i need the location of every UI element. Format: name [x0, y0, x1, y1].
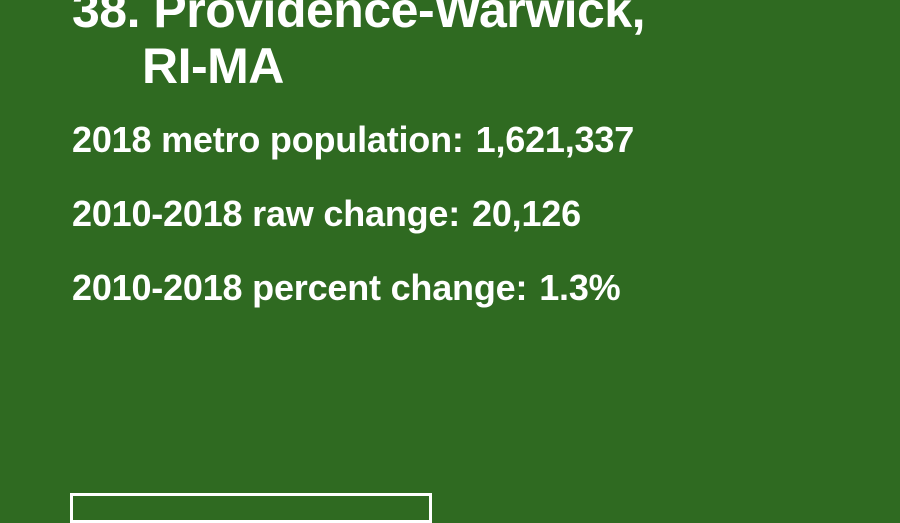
outlined-box: [70, 493, 432, 523]
metro-title-line1: 38. Providence-Warwick,: [72, 0, 646, 38]
stat-label: 2010-2018 raw change:: [72, 193, 461, 234]
stat-value: 20,126: [472, 193, 581, 234]
stats-list: 2018 metro population: 1,621,337 2010-201…: [72, 118, 634, 340]
stat-raw-change: 2010-2018 raw change: 20,126: [72, 192, 634, 266]
metro-title-line2: RI-MA: [142, 38, 284, 94]
stat-population: 2018 metro population: 1,621,337: [72, 118, 634, 192]
metro-title: 38. Providence-Warwick, RI-MA: [72, 0, 646, 94]
stat-label: 2018 metro population:: [72, 119, 464, 160]
stat-percent-change: 2010-2018 percent change: 1.3%: [72, 266, 634, 340]
stat-value: 1,621,337: [475, 119, 635, 160]
stat-value: 1.3%: [539, 267, 621, 308]
metro-card: 38. Providence-Warwick, RI-MA 2018 metro…: [70, 0, 646, 523]
stat-label: 2010-2018 percent change:: [72, 267, 528, 308]
